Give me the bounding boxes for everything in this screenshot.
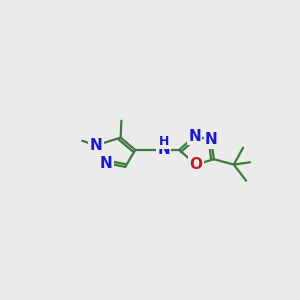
- Text: N: N: [188, 129, 201, 144]
- Text: N: N: [158, 142, 170, 158]
- Text: O: O: [190, 157, 202, 172]
- Text: H: H: [159, 135, 169, 148]
- Text: N: N: [90, 138, 102, 153]
- Text: N: N: [205, 133, 218, 148]
- Text: N: N: [100, 155, 112, 170]
